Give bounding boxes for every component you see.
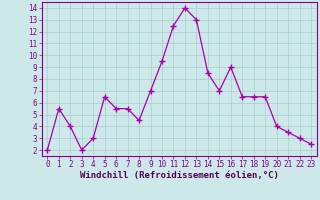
X-axis label: Windchill (Refroidissement éolien,°C): Windchill (Refroidissement éolien,°C) bbox=[80, 171, 279, 180]
